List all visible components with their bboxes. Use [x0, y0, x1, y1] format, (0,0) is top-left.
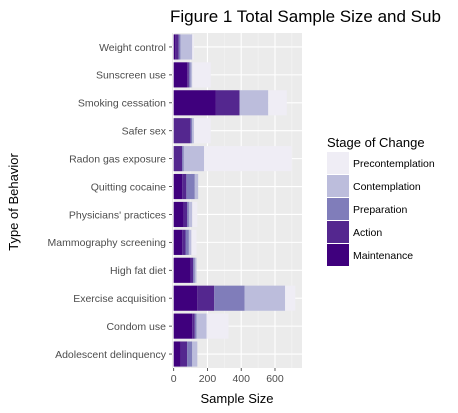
- bar-segment: [192, 118, 194, 144]
- legend-swatch: [327, 152, 349, 174]
- chart-title: Figure 1 Total Sample Size and Sub: [170, 7, 441, 26]
- bar-segment: [173, 341, 181, 367]
- legend-label: Contemplation: [353, 181, 421, 193]
- y-tick-label: Smoking cessation: [78, 98, 166, 110]
- bar-segment: [214, 285, 245, 311]
- bar-segment: [206, 313, 229, 339]
- legend-label: Precontemplation: [353, 158, 435, 170]
- bar-segment: [285, 285, 296, 311]
- bar-segment: [194, 257, 197, 283]
- bar-segment: [173, 146, 183, 172]
- bar-segment: [190, 62, 193, 88]
- bar-segment: [182, 229, 186, 255]
- bar-segment: [173, 313, 193, 339]
- bar-segment: [175, 34, 179, 60]
- bar-segment: [215, 90, 240, 116]
- bar-segment: [187, 62, 189, 88]
- x-tick-label: 400: [232, 373, 250, 385]
- bar-segment: [173, 62, 188, 88]
- bar-segment: [178, 34, 181, 60]
- bar-segment: [268, 90, 287, 116]
- bar-segment: [180, 34, 193, 60]
- legend-label: Maintenance: [353, 250, 413, 262]
- bar-segment: [183, 201, 188, 228]
- bar-segment: [188, 201, 193, 228]
- legend-swatch: [327, 221, 349, 243]
- bar-segment: [187, 341, 193, 367]
- bar-segment: [204, 146, 292, 172]
- y-tick-label: Adolescent delinquency: [55, 349, 167, 361]
- plot-panel: [172, 33, 302, 368]
- bar-segment: [173, 229, 183, 255]
- bar-segment: [173, 285, 198, 311]
- bar-segment: [180, 341, 188, 367]
- y-tick-label: Physicians' practices: [69, 209, 166, 221]
- legend-swatch: [327, 244, 349, 266]
- y-tick-label: Quitting cocaine: [91, 181, 166, 193]
- bar-segment: [192, 313, 195, 339]
- bar-segment: [173, 90, 216, 116]
- bar-segment: [190, 257, 194, 283]
- bar-segment: [173, 201, 184, 228]
- bar-segment: [182, 173, 187, 200]
- y-tick-label: Radon gas exposure: [69, 153, 166, 165]
- bar-segment: [193, 118, 211, 144]
- bar-segment: [190, 118, 193, 144]
- legend-swatch: [327, 175, 349, 197]
- bar-segment: [239, 90, 269, 116]
- y-tick-label: Mammography screening: [48, 237, 167, 249]
- legend-title: Stage of Change: [327, 135, 425, 150]
- bar-segment: [244, 285, 286, 311]
- bar-segment: [192, 341, 198, 367]
- bar-segment: [194, 173, 199, 200]
- bar-segment: [192, 201, 198, 228]
- bar-segment: [182, 146, 184, 172]
- bar-segment: [173, 118, 191, 144]
- bar-segment: [183, 146, 205, 172]
- legend-label: Action: [353, 227, 382, 239]
- bar-segment: [192, 62, 211, 88]
- x-axis-title: Sample Size: [201, 391, 274, 406]
- bar-segment: [173, 257, 191, 283]
- panel-background: [172, 33, 302, 368]
- bar-segment: [197, 285, 215, 311]
- y-tick-label: Exercise acquisition: [73, 293, 166, 305]
- y-tick-label: Weight control: [99, 42, 166, 54]
- y-tick-label: Sunscreen use: [96, 70, 166, 82]
- bar-segment: [194, 313, 197, 339]
- legend-swatch: [327, 198, 349, 220]
- y-tick-label: Safer sex: [122, 126, 167, 138]
- bar-segment: [196, 313, 207, 339]
- bar-segment: [188, 62, 191, 88]
- bar-segment: [193, 257, 195, 283]
- legend: Stage of Change Precontemplation Contempl…: [327, 135, 435, 266]
- bar-segment: [185, 229, 189, 255]
- x-tick-label: 200: [199, 373, 217, 385]
- bar-segment: [173, 34, 176, 60]
- bar-segment: [188, 229, 192, 255]
- bar-segment: [187, 201, 189, 228]
- y-tick-labels: Weight control Sunscreen use Smoking cessa…: [48, 42, 172, 361]
- bar-segment: [191, 229, 197, 255]
- x-tick-label: 0: [171, 373, 177, 385]
- y-axis-title: Type of Behavior: [6, 153, 21, 251]
- bar-segment: [186, 173, 195, 200]
- bar-segment: [173, 173, 183, 200]
- legend-label: Preparation: [353, 204, 407, 216]
- x-tick-label: 600: [266, 373, 284, 385]
- bar-segment: [192, 34, 194, 60]
- y-tick-label: High fat diet: [110, 265, 166, 277]
- y-tick-label: Condom use: [106, 321, 166, 333]
- x-tick-labels: 0 200 400 600: [171, 368, 284, 385]
